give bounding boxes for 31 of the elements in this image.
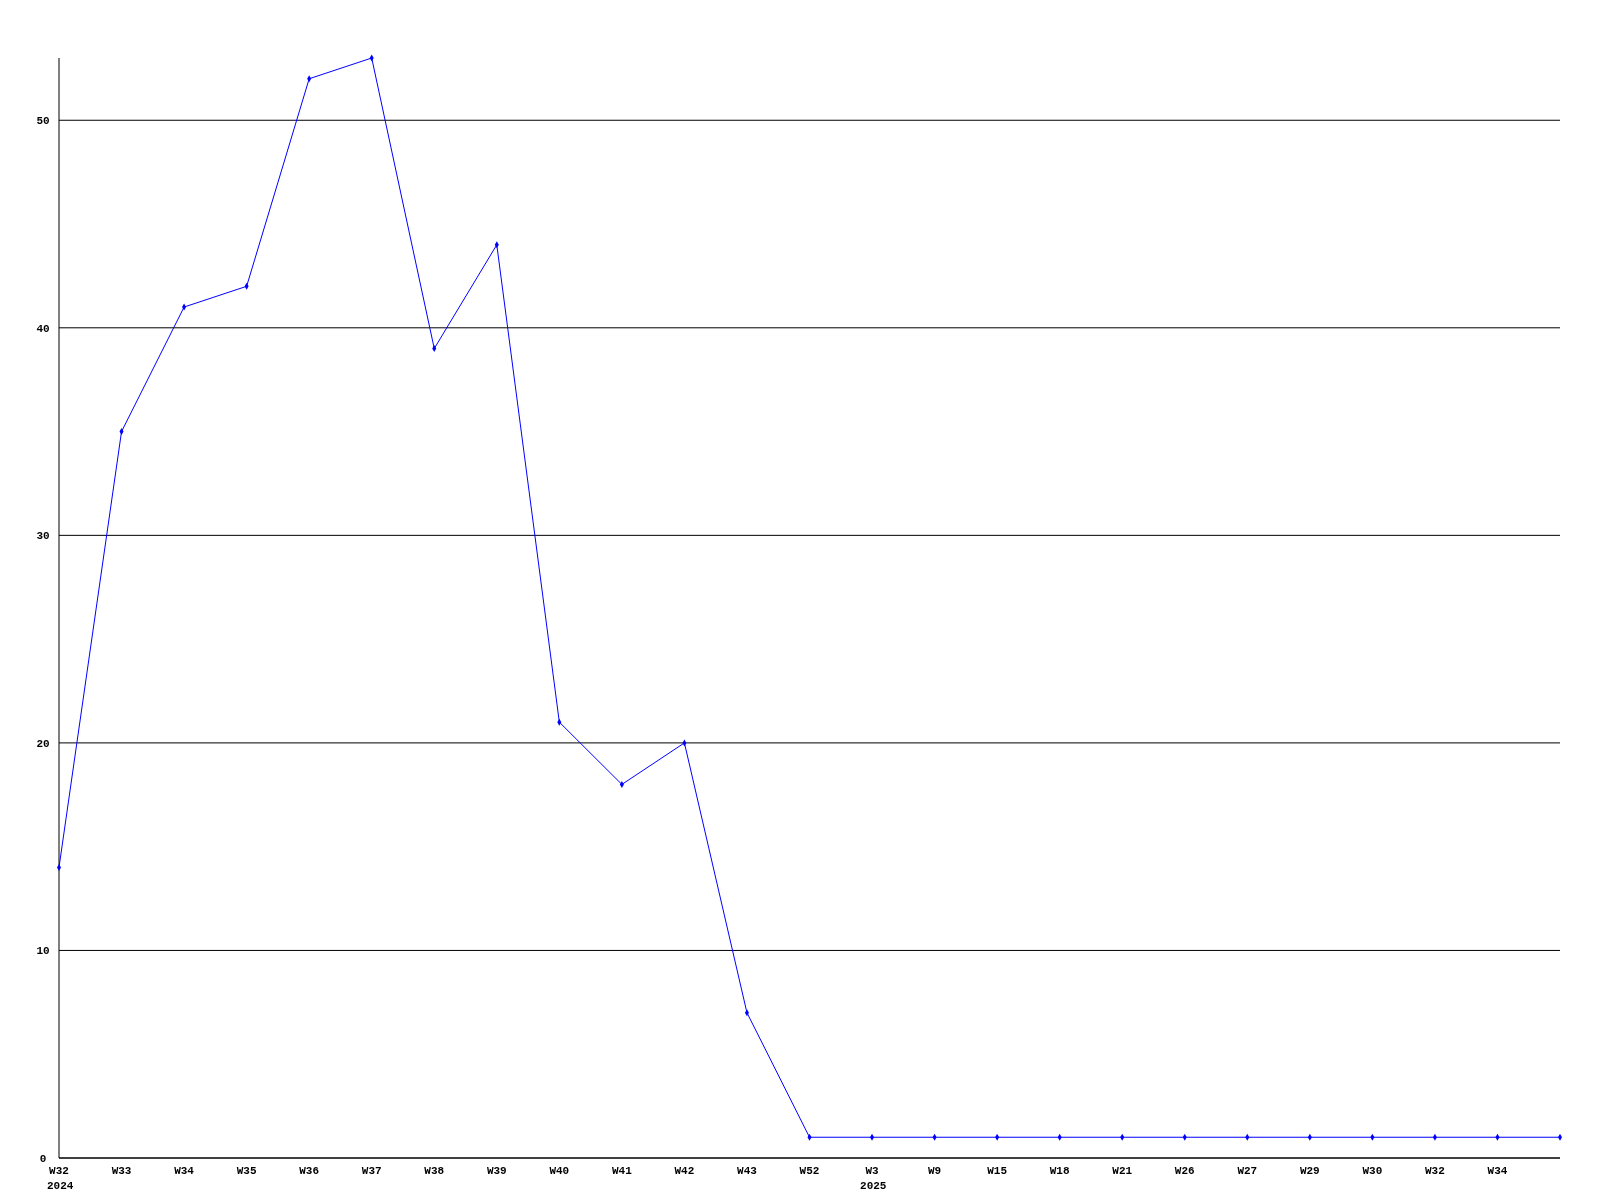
y-tick-label: 0 [39,1152,47,1165]
x-tick-label: W27 [1237,1165,1258,1177]
y-tick-label: 30 [36,530,50,543]
x-tick-label: W33 [111,1165,132,1177]
x-tick-label: W15 [987,1165,1008,1177]
y-tick-label: 20 [36,737,50,750]
x-tick-label: W32 [1425,1165,1445,1177]
x-tick-label: W37 [361,1165,382,1177]
x-tick-label: W30 [1362,1165,1383,1177]
x-tick-label: W41 [611,1165,633,1177]
x-tick-label: W32 2024 [47,1165,74,1192]
x-tick-label: W34 [1487,1165,1508,1177]
x-tick-label: W38 [424,1165,445,1177]
y-tick-label: 10 [36,945,50,958]
x-tick-label: W34 [174,1165,195,1177]
x-tick-label: W52 [799,1165,820,1177]
y-tick-label: 50 [36,115,50,128]
x-tick-label: W43 [737,1165,758,1177]
x-tick-label: W29 [1299,1165,1320,1177]
x-tick-label: W3 2025 [860,1165,887,1192]
x-tick-label: W40 [549,1165,570,1177]
y-tick-label: 40 [36,322,50,335]
x-tick-label: W21 [1112,1165,1133,1177]
x-tick-label: W35 [236,1165,257,1177]
x-tick-label: W18 [1049,1165,1070,1177]
x-tick-label: W9 [927,1165,942,1177]
x-tick-label: W42 [674,1165,695,1177]
x-tick-label: W26 [1174,1165,1195,1177]
x-tick-label: W36 [299,1165,320,1177]
x-tick-label: W39 [486,1165,507,1177]
point [1557,1133,1563,1141]
